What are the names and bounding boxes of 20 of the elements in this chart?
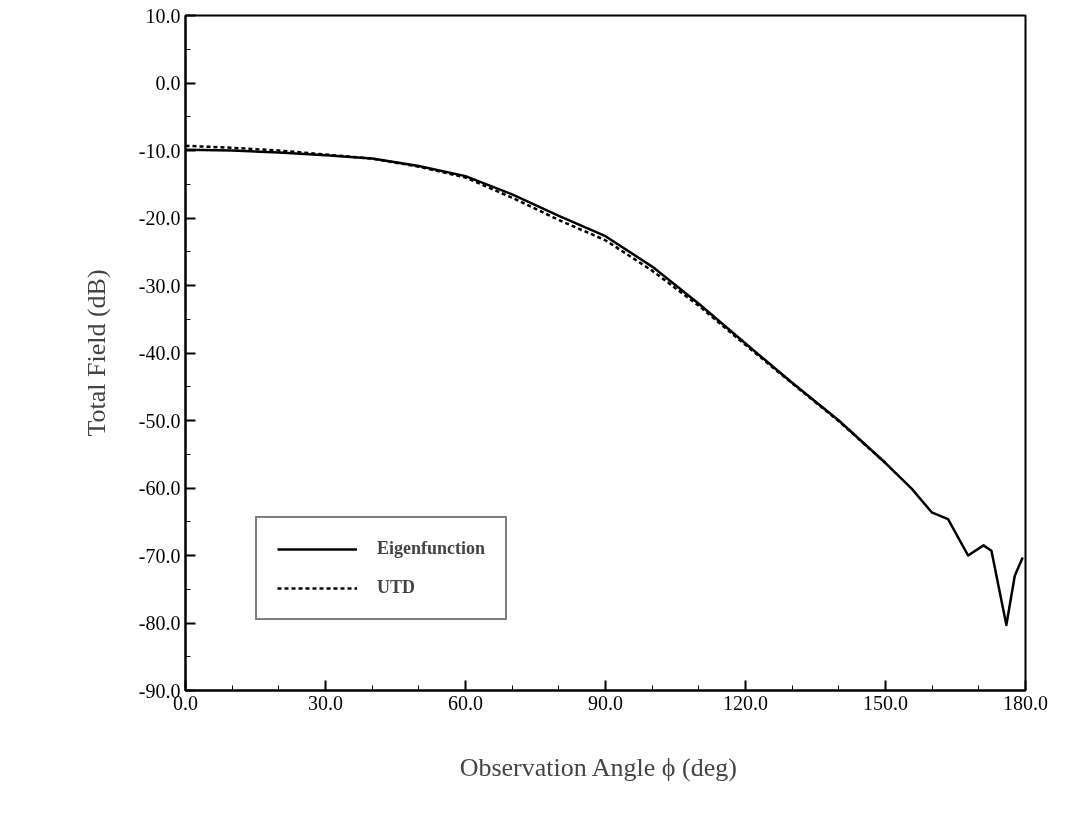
y-tick-label: 10.0: [145, 4, 181, 27]
x-tick-label: 120.0: [723, 691, 768, 714]
y-tick-label: -80.0: [138, 612, 181, 634]
y-tick-label: -30.0: [138, 274, 181, 297]
x-tick-label: 60.0: [448, 691, 483, 714]
y-axis-title: Total Field (dB): [81, 269, 111, 437]
legend-label: UTD: [377, 577, 416, 598]
y-tick-label: -10.0: [138, 139, 181, 162]
y-tick-label: -20.0: [138, 207, 181, 229]
x-tick-label: 30.0: [308, 691, 343, 714]
y-tick-label: -40.0: [138, 342, 181, 364]
y-tick-label: 0.0: [155, 72, 181, 94]
x-tick-label: 90.0: [588, 691, 623, 714]
y-tick-label: -50.0: [138, 409, 181, 432]
y-tick-label: -70.0: [138, 544, 181, 567]
x-axis-title: Observation Angle ϕ (deg): [459, 752, 737, 782]
x-tick-label: 150.0: [863, 691, 908, 714]
x-tick-label: 180.0: [1003, 691, 1048, 714]
legend-label: Eigenfunction: [377, 538, 486, 559]
y-tick-label: -60.0: [138, 477, 181, 499]
